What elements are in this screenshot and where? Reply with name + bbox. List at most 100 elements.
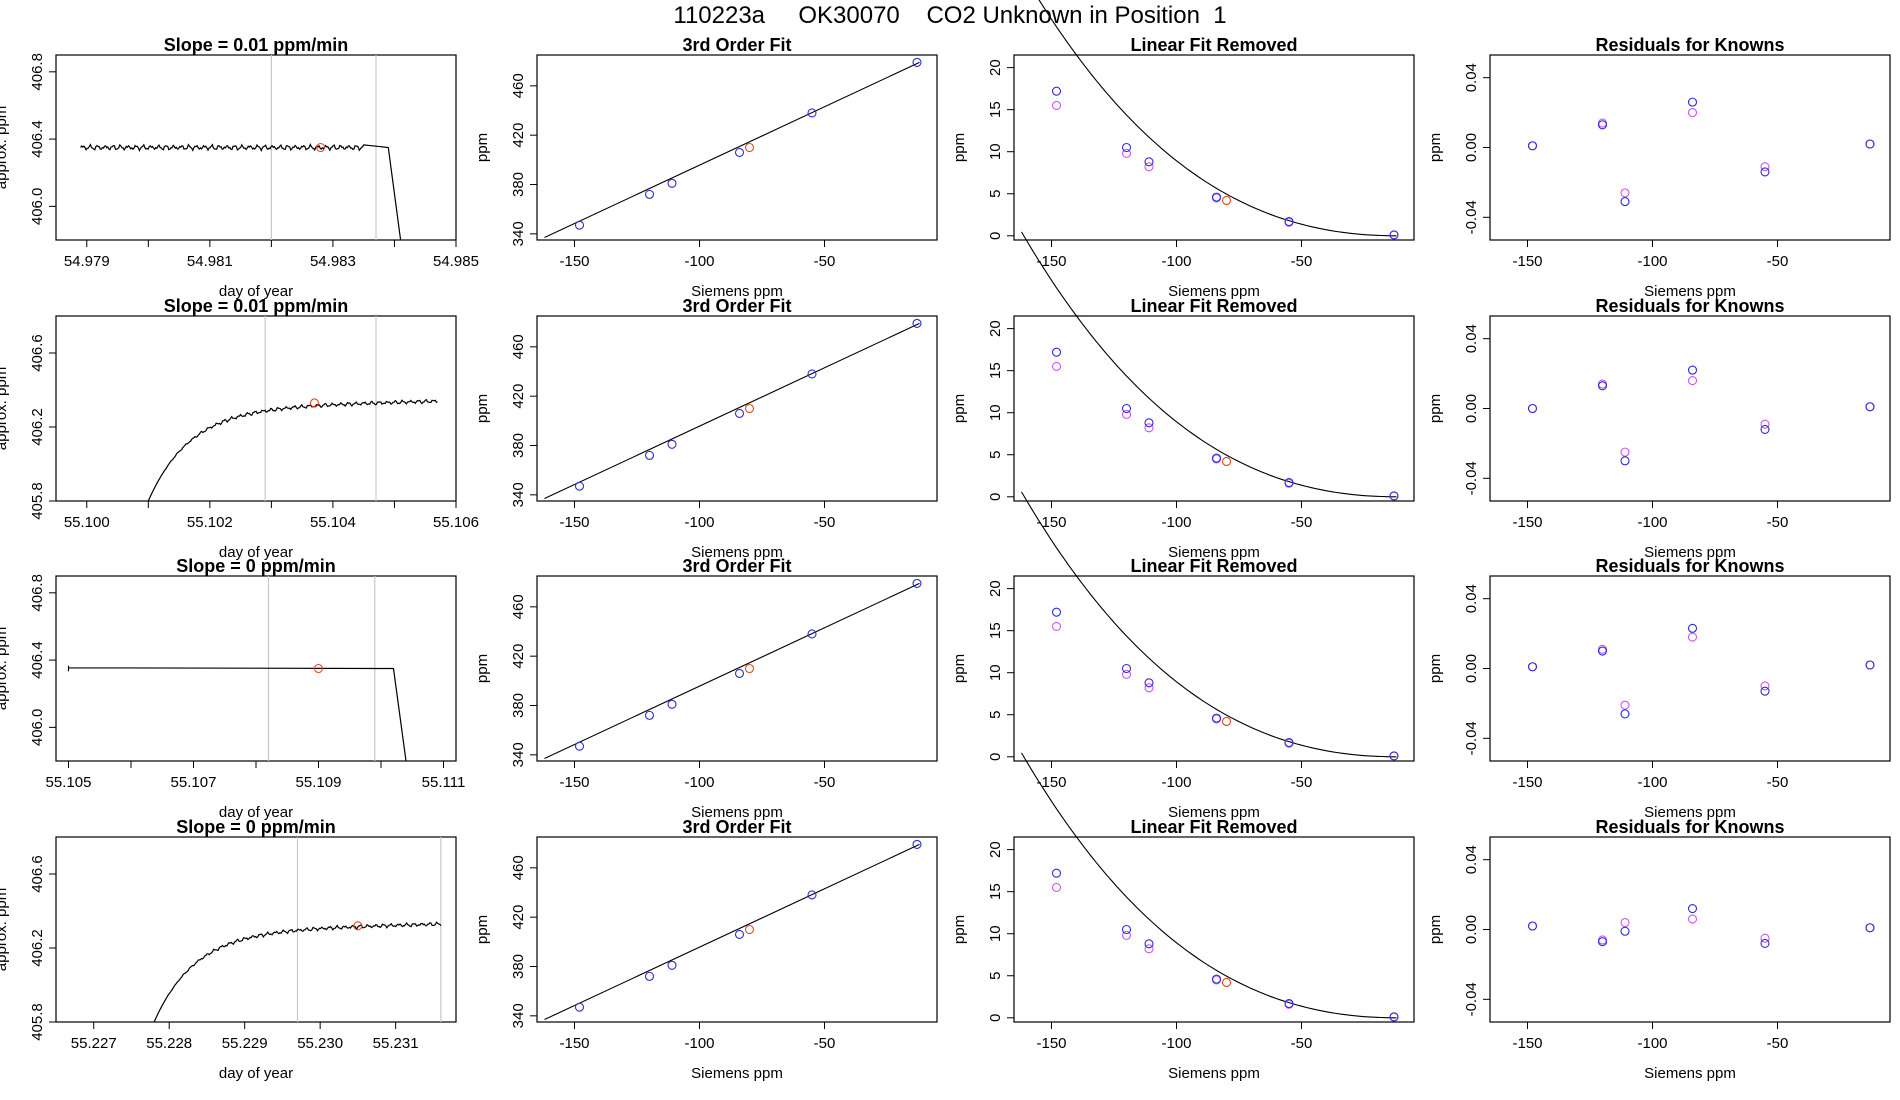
plot-frame	[536, 575, 938, 762]
y-tick-label: 5	[987, 972, 1004, 980]
residuals-panel: Residuals for Knowns Siemens ppm ppm -150 -1…	[1427, 556, 1891, 821]
known-point	[807, 629, 817, 639]
row-3: Slope = 0 ppm/min day of year approx. ppm 5…	[0, 491, 1891, 821]
known-point	[807, 890, 817, 900]
known-point	[644, 971, 655, 981]
plot-frame	[1489, 836, 1891, 1023]
y-tick-label: 460	[510, 594, 527, 619]
linear-fit-removed-panel: Linear Fit Removed Siemens ppm ppm -150 -100…	[951, 0, 1415, 300]
known-point	[667, 960, 677, 970]
x-tick-label: -150	[1036, 253, 1066, 270]
x-axis-label: day of year	[219, 804, 293, 821]
y-tick-label: 5	[987, 711, 1004, 719]
plot-title: Residuals for Knowns	[1595, 817, 1784, 837]
y-tick-label: 0.00	[1463, 394, 1480, 423]
y-tick-label: 0.00	[1463, 133, 1480, 162]
known-point	[1144, 939, 1154, 949]
residual-point	[1620, 197, 1630, 207]
x-axis-label: Siemens ppm	[691, 283, 783, 300]
y-tick-label: 0.00	[1463, 915, 1480, 944]
y-axis-label: ppm	[474, 654, 491, 683]
plot-title: Slope = 0 ppm/min	[176, 556, 336, 576]
x-tick-label: -150	[559, 774, 589, 791]
time-series-panel: Slope = 0.01 ppm/min day of year approx. p…	[0, 296, 479, 561]
y-tick-label: 340	[510, 1003, 527, 1028]
y-axis-label: ppm	[474, 915, 491, 944]
x-axis-label: Siemens ppm	[1644, 804, 1736, 821]
residual-point	[1687, 623, 1698, 633]
known-point	[667, 439, 677, 449]
known-point	[667, 699, 677, 709]
known-point	[1211, 713, 1222, 723]
y-axis-label: approx. ppm	[0, 367, 10, 450]
known-point	[912, 578, 922, 588]
residual-point	[1760, 424, 1770, 434]
plot-title: Linear Fit Removed	[1130, 556, 1297, 576]
plot-frame	[536, 54, 938, 241]
y-axis-label: ppm	[951, 133, 968, 162]
x-tick-label: 55.111	[422, 774, 466, 791]
known-point	[667, 178, 677, 188]
plot-title: Residuals for Knowns	[1595, 35, 1784, 55]
known-point	[734, 408, 745, 418]
x-tick-label: -100	[684, 253, 714, 270]
x-tick-label: -100	[684, 774, 714, 791]
fit-curve	[544, 843, 920, 1021]
residual-point	[1527, 403, 1538, 414]
known-point	[1389, 1012, 1399, 1022]
y-axis-label: ppm	[951, 394, 968, 423]
x-tick-label: -100	[1161, 514, 1191, 531]
y-tick-label: 0	[987, 753, 1004, 761]
y-tick-label: 0.04	[1463, 324, 1480, 353]
y-axis-label: approx. ppm	[0, 627, 10, 710]
known-point	[574, 1002, 585, 1012]
residual-point	[1527, 662, 1538, 672]
known-point	[734, 147, 745, 157]
y-tick-label: 340	[510, 221, 527, 246]
third-order-fit-panel: 3rd Order Fit Siemens ppm ppm -150 -100 -50 34…	[474, 817, 938, 1082]
x-axis-label: Siemens ppm	[691, 1065, 783, 1082]
y-tick-label: 405.8	[29, 1003, 46, 1041]
known-point	[1121, 924, 1132, 935]
fit-curve	[1038, 0, 1397, 237]
known-point-alt	[1121, 148, 1132, 158]
residual-point	[1760, 938, 1770, 949]
y-tick-label: 380	[510, 433, 527, 458]
plot-title: Slope = 0.01 ppm/min	[164, 296, 349, 316]
plot-title: Linear Fit Removed	[1130, 296, 1297, 316]
known-point	[1389, 751, 1399, 761]
known-point	[1121, 663, 1132, 674]
known-point	[1144, 157, 1154, 167]
unknown-point	[1221, 716, 1232, 727]
plot-frame	[1013, 836, 1415, 1023]
y-axis-label: approx. ppm	[0, 888, 10, 971]
x-tick-label: -150	[1036, 774, 1066, 791]
known-point	[912, 839, 922, 849]
x-axis-label: Siemens ppm	[1168, 1065, 1260, 1082]
known-point	[574, 741, 585, 751]
x-tick-label: -150	[1036, 514, 1066, 531]
plot-frame	[536, 836, 938, 1023]
x-tick-label: -50	[814, 774, 836, 791]
x-tick-label: -100	[1161, 1035, 1191, 1052]
y-tick-label: 10	[987, 664, 1004, 681]
known-point	[1211, 453, 1222, 463]
known-point-alt	[1144, 162, 1154, 172]
known-point	[1144, 418, 1154, 428]
x-tick-label: -100	[1161, 253, 1191, 270]
y-axis-label: ppm	[1427, 654, 1444, 683]
y-tick-label: 15	[987, 101, 1004, 118]
y-tick-label: 406.0	[29, 709, 46, 747]
plot-frame	[1013, 315, 1415, 502]
plot-frame	[1013, 54, 1415, 241]
y-tick-label: 0.04	[1463, 584, 1480, 613]
x-axis-label: day of year	[219, 283, 293, 300]
y-axis-label: ppm	[951, 915, 968, 944]
y-tick-label: 15	[987, 883, 1004, 900]
known-point	[574, 481, 585, 491]
x-axis-label: day of year	[219, 1065, 293, 1082]
plot-title: 3rd Order Fit	[682, 817, 791, 837]
known-point	[644, 710, 655, 720]
